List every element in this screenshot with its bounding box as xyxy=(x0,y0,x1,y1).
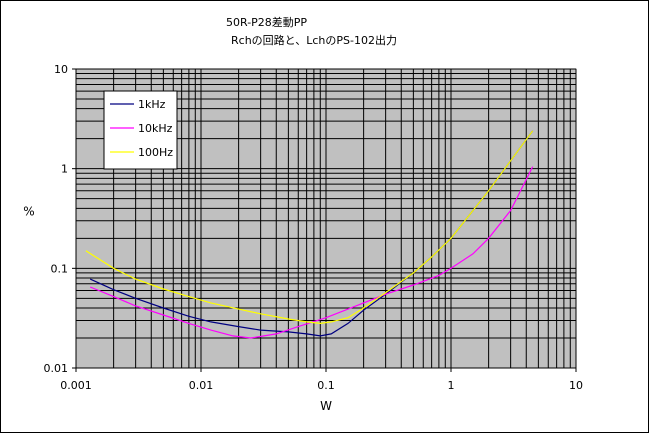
y-axis-label: % xyxy=(23,205,34,219)
chart-title-line-1: 50R-P28差動PP xyxy=(226,15,307,29)
legend-label-1khz: 1kHz xyxy=(138,98,166,111)
series-line-10khz xyxy=(89,166,534,339)
y-tick-label: 10 xyxy=(54,63,68,76)
x-tick-label: 0.1 xyxy=(317,379,335,392)
x-tick-label: 1 xyxy=(448,379,455,392)
chart-title-line-2: Rchの回路と、LchのPS-102出力 xyxy=(231,33,397,47)
legend-label-10khz: 10kHz xyxy=(138,122,173,135)
x-tick-label: 0.01 xyxy=(189,379,214,392)
series-line-100hz xyxy=(85,130,534,325)
y-tick-label: 0.01 xyxy=(44,362,69,375)
x-tick-label: 0.001 xyxy=(60,379,92,392)
legend-label-100hz: 100Hz xyxy=(138,146,173,159)
y-tick-label: 1 xyxy=(61,163,68,176)
x-axis-label: W xyxy=(320,399,332,413)
y-tick-label: 0.1 xyxy=(51,262,69,275)
x-tick-label: 10 xyxy=(569,379,583,392)
